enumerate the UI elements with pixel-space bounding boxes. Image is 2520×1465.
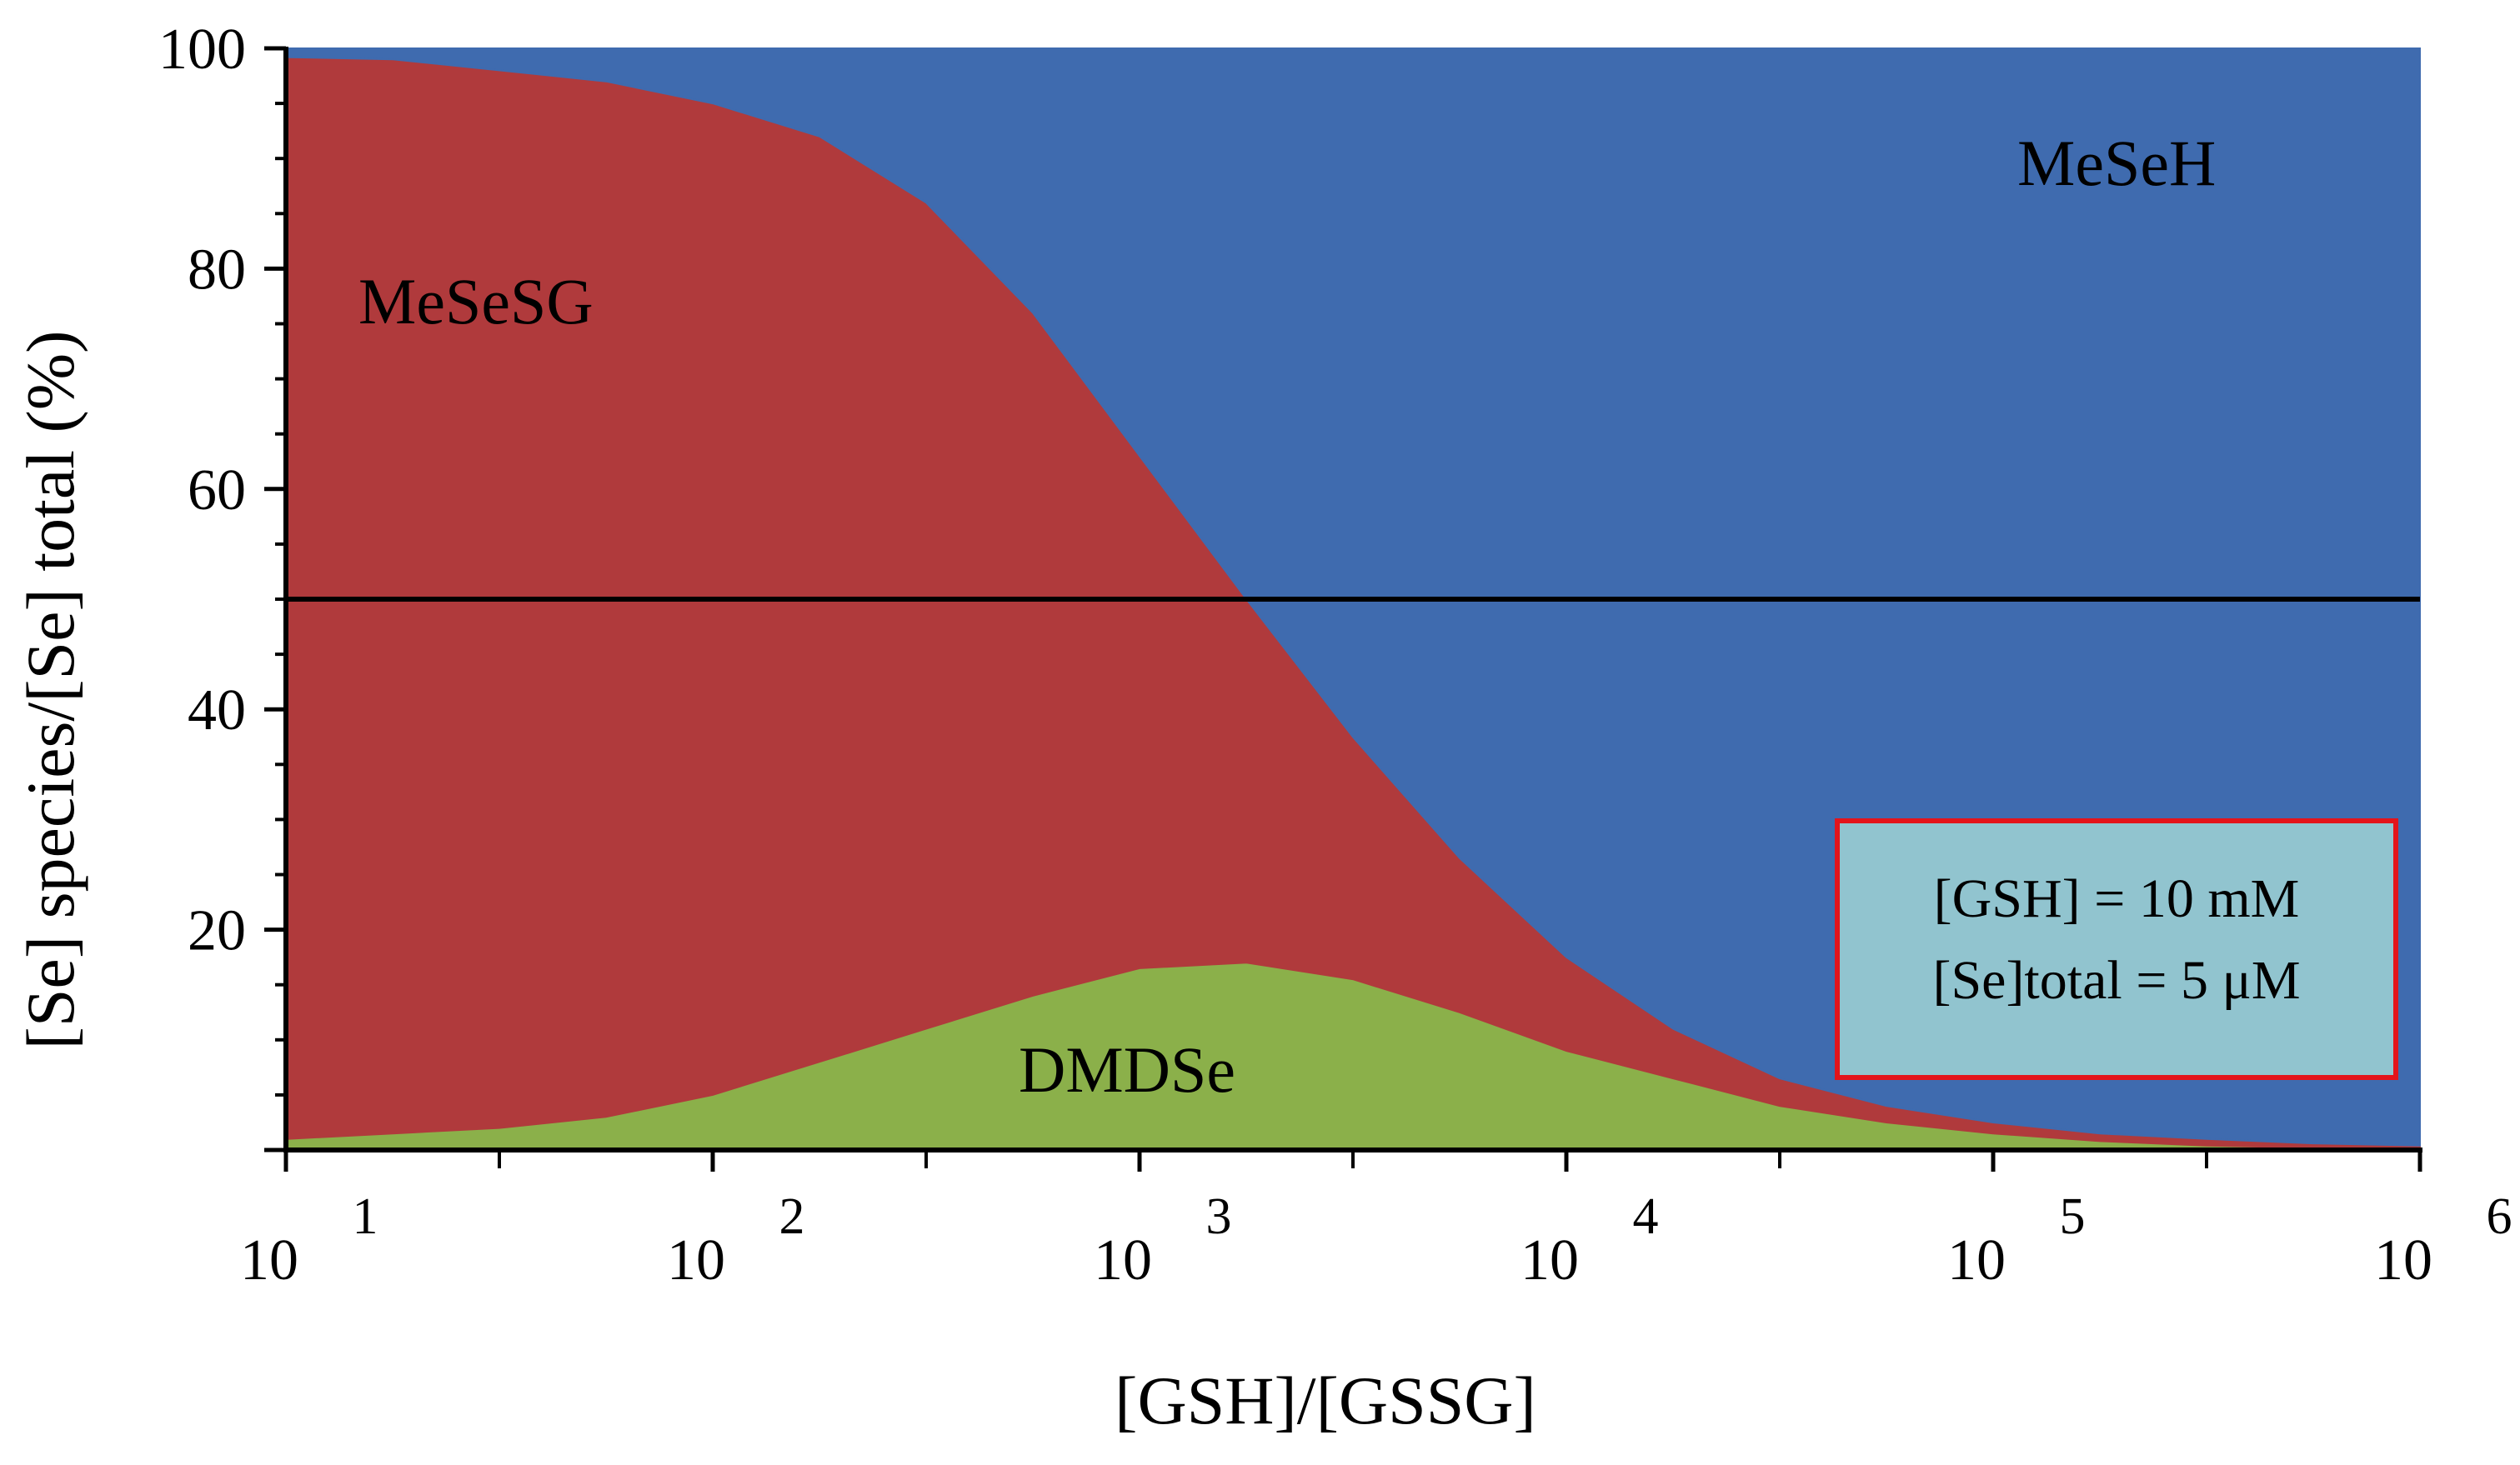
x-axis-title: [GSH]/[GSSG] bbox=[1115, 1362, 1536, 1438]
x-tick-label-exponent: 5 bbox=[2060, 1188, 2086, 1245]
series-label-dmdse: DMDSe bbox=[1019, 1033, 1235, 1106]
y-tick-label: 80 bbox=[188, 238, 246, 302]
y-tick-label: 60 bbox=[188, 458, 246, 522]
x-tick-label-exponent: 1 bbox=[353, 1188, 378, 1245]
x-tick-label-base: 10 bbox=[240, 1228, 298, 1292]
y-tick-label: 20 bbox=[188, 899, 246, 963]
annotation-se-total-text: [Se]total = 5 μM bbox=[1932, 950, 2300, 1011]
y-tick-label: 40 bbox=[188, 678, 246, 742]
series-label-mesesg: MeSeSG bbox=[358, 265, 594, 338]
x-tick-label-base: 10 bbox=[667, 1228, 725, 1292]
annotation-box-frame bbox=[1835, 818, 2398, 1080]
series-label-meseh: MeSeH bbox=[2017, 127, 2216, 199]
y-tick-label: 100 bbox=[158, 18, 246, 82]
x-tick-label-base: 10 bbox=[1521, 1228, 1579, 1292]
annotation-gsh-text: [GSH] = 10 mM bbox=[1934, 868, 2300, 929]
x-tick-label-base: 10 bbox=[2374, 1228, 2432, 1292]
axes: 20 40 60 80 100 10 1 10 2 10 3 10 4 10 5 10 6 bbox=[158, 18, 2512, 1292]
x-tick-label-exponent: 6 bbox=[2487, 1188, 2512, 1245]
x-tick-label-base: 10 bbox=[1947, 1228, 2006, 1292]
annotation-box: [GSH] = 10 mM [Se]total = 5 μM bbox=[1835, 818, 2398, 1080]
x-tick-label-exponent: 2 bbox=[779, 1188, 805, 1245]
x-tick-label-exponent: 4 bbox=[1633, 1188, 1659, 1245]
y-axis-title: [Se] species/[Se] total (%) bbox=[13, 331, 88, 1050]
x-tick-label-exponent: 3 bbox=[1206, 1188, 1232, 1245]
x-tick-label-base: 10 bbox=[1094, 1228, 1152, 1292]
